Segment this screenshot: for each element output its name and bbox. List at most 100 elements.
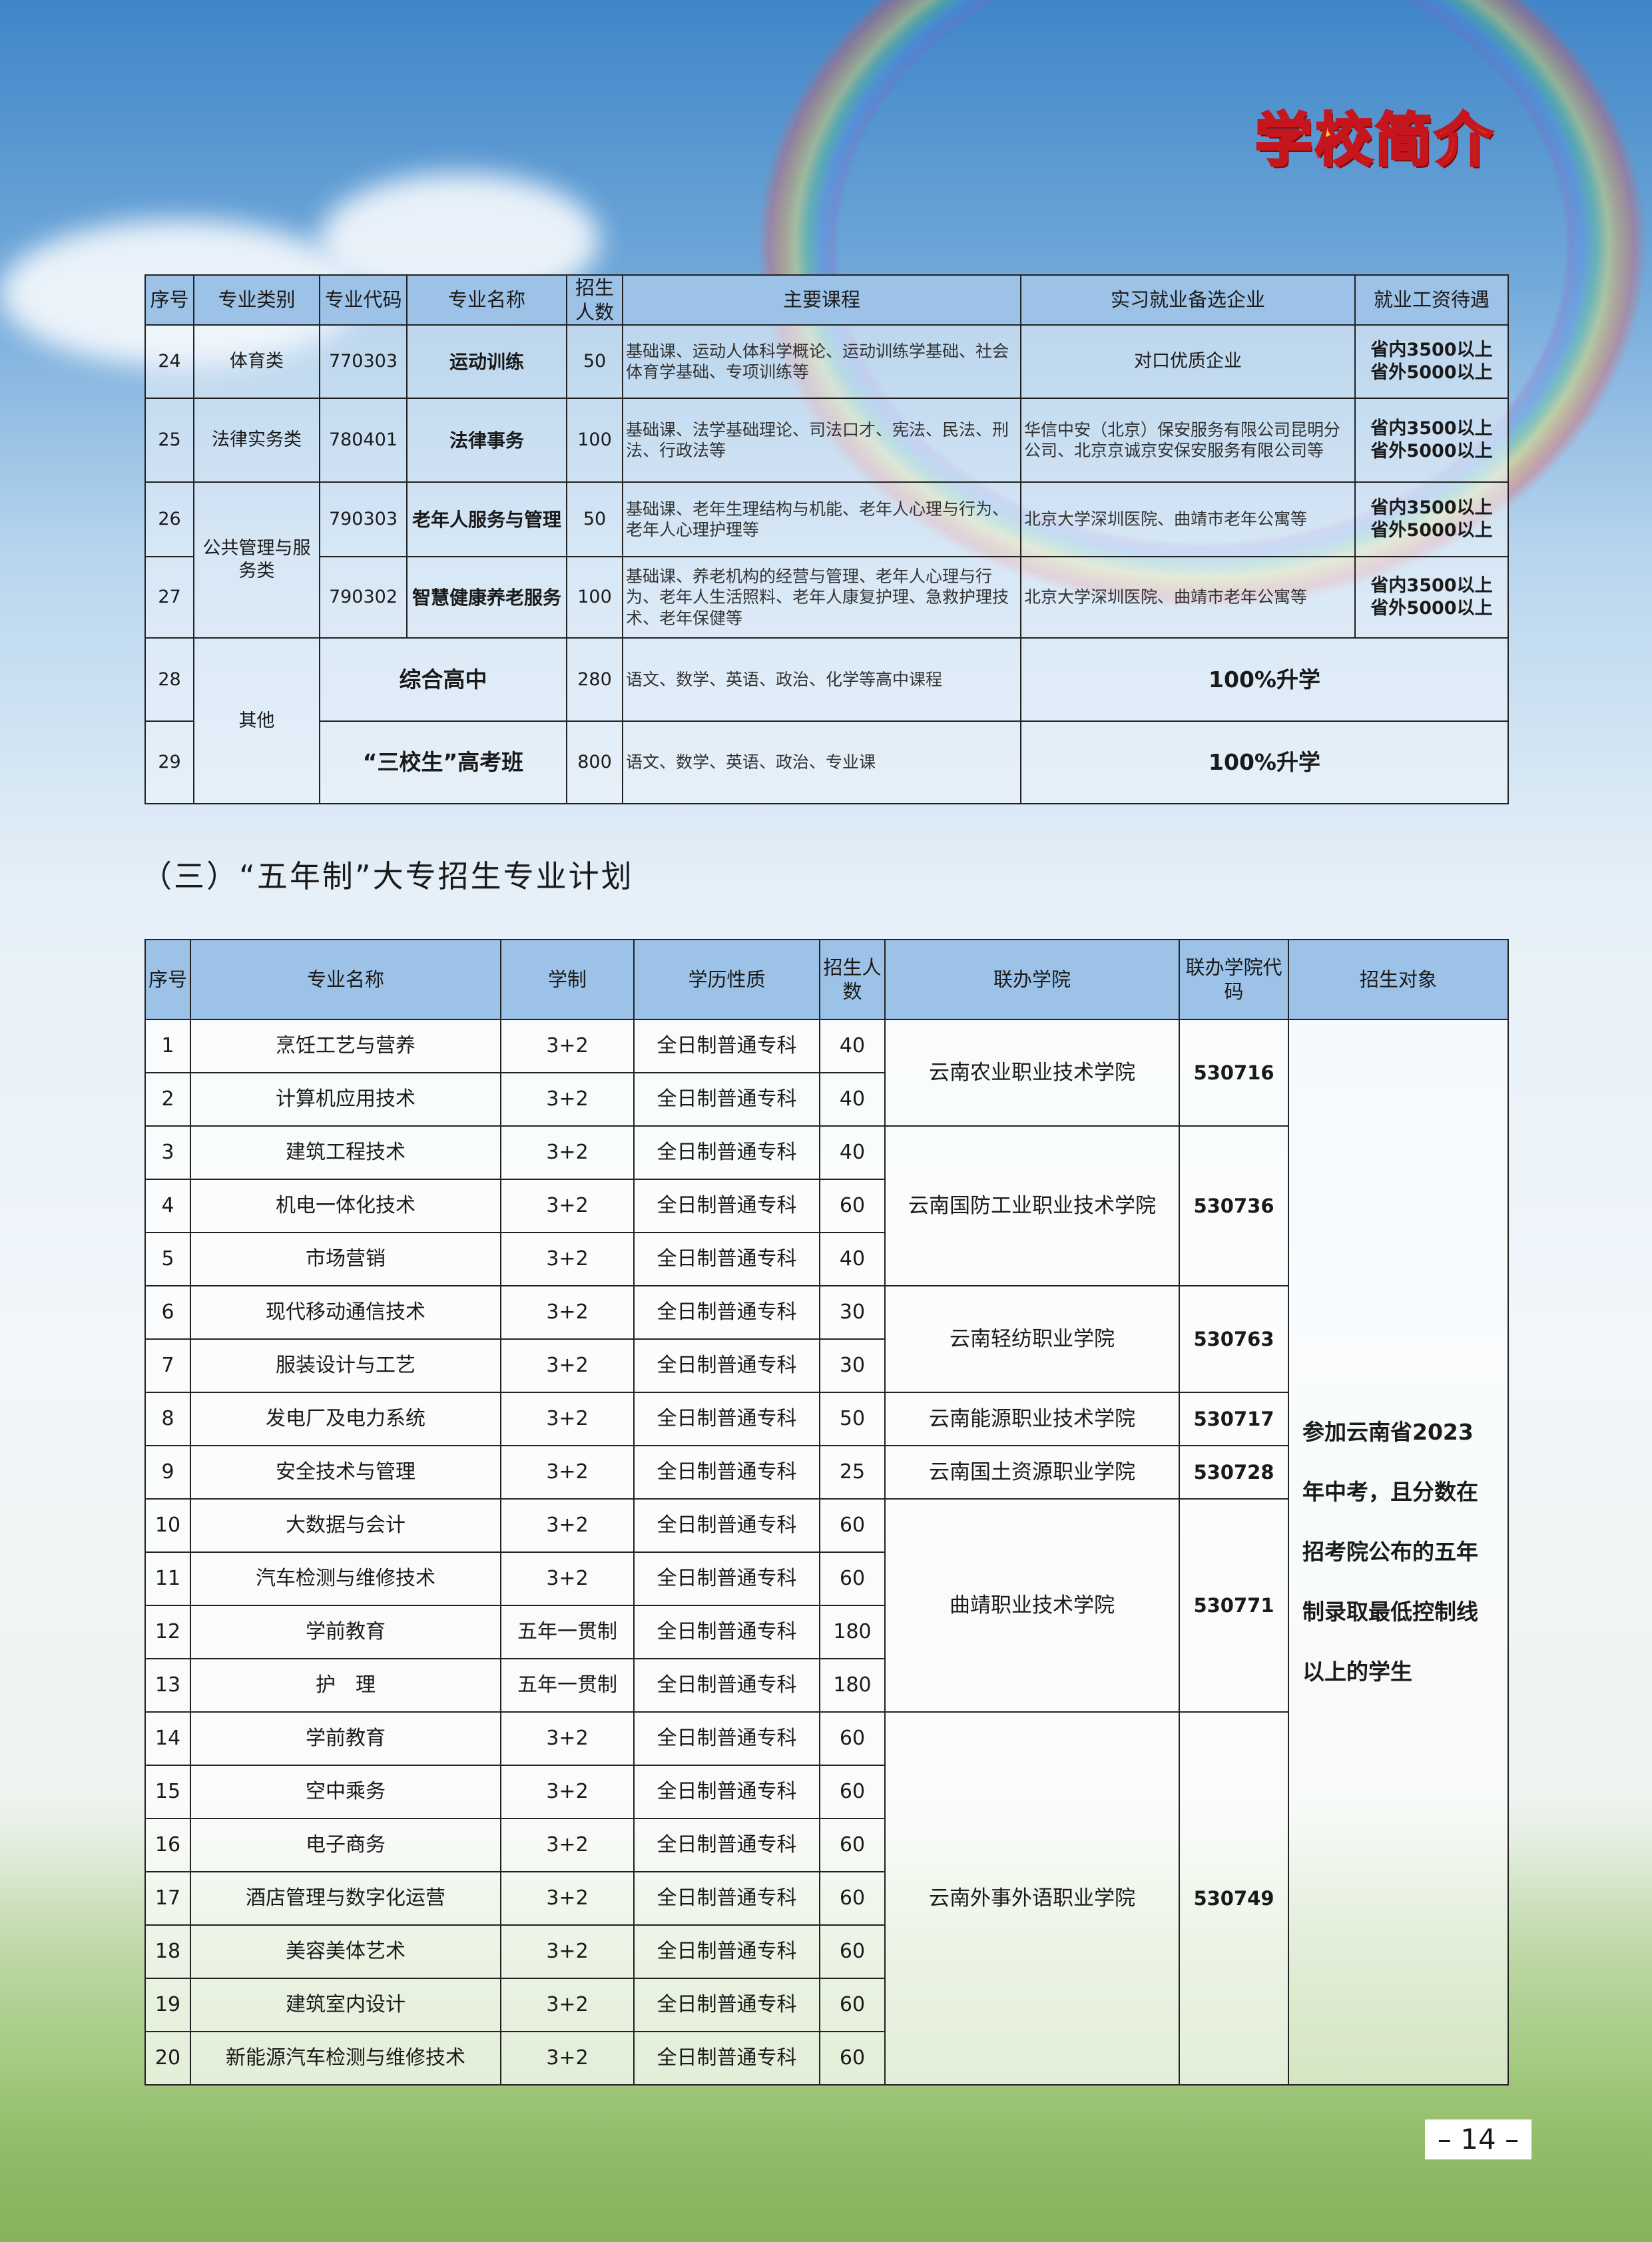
row-number: 25 xyxy=(144,398,194,483)
major-name-cell: 烹饪工艺与营养 xyxy=(190,1019,501,1073)
major-name-cell: “三校生”高考班 xyxy=(319,720,567,804)
enrollment-cell: 60 xyxy=(819,1711,886,1766)
table-row: 18 美容美体艺术 3+2 全日制普通专科 60 xyxy=(144,1924,1508,1979)
courses-cell: 基础课、养老机构的经营与管理、老年人心理与行为、老年人生活照料、老年人康复护理、… xyxy=(622,556,1021,639)
companies-cell: 对口优质企业 xyxy=(1020,324,1356,399)
enrollment-cell: 50 xyxy=(566,324,623,399)
table-row: 19 建筑室内设计 3+2 全日制普通专科 60 xyxy=(144,1978,1508,2032)
education-type-cell: 全日制普通专科 xyxy=(633,1765,820,1819)
study-system-cell: 3+2 xyxy=(500,1125,635,1180)
enrollment-cell: 60 xyxy=(819,1765,886,1819)
outcome-cell: 100%升学 xyxy=(1020,637,1509,722)
column-header: 招生人数 xyxy=(819,939,886,1020)
major-table-continued: 序号 专业类别 专业代码 专业名称 招生人数 主要课程 实习就业备选企业 就业工资待遇 24 体… xyxy=(144,274,1509,804)
companies-cell: 北京大学深圳医院、曲靖市老年公寓等 xyxy=(1020,481,1356,557)
table-row: 25 法律实务类 780401 法律事务 100 基础课、法学基础理论、司法口才、宪法、民… xyxy=(144,398,1509,483)
major-name-cell: 建筑室内设计 xyxy=(190,1978,501,2032)
education-type-cell: 全日制普通专科 xyxy=(633,1818,820,1872)
education-type-cell: 全日制普通专科 xyxy=(633,1445,820,1500)
table-row: 29 “三校生”高考班 800 语文、数学、英语、政治、专业课 100%升学 xyxy=(144,720,1509,804)
education-type-cell: 全日制普通专科 xyxy=(633,1605,820,1659)
row-number: 9 xyxy=(144,1445,191,1500)
table-row: 8 发电厂及电力系统 3+2 全日制普通专科 50 云南能源职业技术学院 530717 xyxy=(144,1392,1508,1446)
study-system-cell: 3+2 xyxy=(500,1765,635,1819)
enrollment-cell: 60 xyxy=(819,1818,886,1872)
study-system-cell: 3+2 xyxy=(500,1392,635,1446)
major-name-cell: 新能源汽车检测与维修技术 xyxy=(190,2031,501,2086)
row-number: 26 xyxy=(144,481,194,557)
table-row: 26 公共管理与服务类 790303 老年人服务与管理 50 基础课、老年生理结构与机能、… xyxy=(144,481,1509,639)
table-row: 7 服装设计与工艺 3+2 全日制普通专科 30 xyxy=(144,1338,1508,1393)
category-cell: 法律实务类 xyxy=(193,398,320,483)
table-row: 10 大数据与会计 3+2 全日制普通专科 60 曲靖职业技术学院 530771 xyxy=(144,1498,1508,1713)
education-type-cell: 全日制普通专科 xyxy=(633,1019,820,1073)
table-row: 1 烹饪工艺与营养 3+2 全日制普通专科 40 云南农业职业技术学院 530716 参加云南… xyxy=(144,1019,1509,2086)
table-row: 13 护 理五年一贯制 全日制普通专科 180 xyxy=(144,1658,1508,1713)
section-title: （三）“五年制”大专招生专业计划 xyxy=(141,858,634,894)
major-code-cell: 770303 xyxy=(319,324,408,399)
row-number: 2 xyxy=(144,1072,191,1127)
column-header: 学历性质 xyxy=(633,939,820,1020)
major-code-cell: 790303 xyxy=(319,481,408,557)
page-header-title: 学校简介 xyxy=(1254,106,1495,175)
row-number: 27 xyxy=(144,556,194,639)
companies-cell: 华信中安（北京）保安服务有限公司昆明分公司、北京京诚京安保安服务有限公司等 xyxy=(1020,398,1356,483)
table-row: 27 790302 智慧健康养老服务 100 基础课、养老机构的经营与管理、老年人心理与… xyxy=(144,556,1509,639)
study-system-cell: 3+2 xyxy=(500,2031,635,2086)
enrollment-cell: 40 xyxy=(819,1125,886,1180)
companies-cell: 北京大学深圳医院、曲靖市老年公寓等 xyxy=(1020,556,1356,639)
table-row: 12 学前教育 五年一贯制 全日制普通专科 180 xyxy=(144,1605,1508,1659)
column-header: 联办学院 xyxy=(884,939,1180,1020)
major-name-cell: 老年人服务与管理 xyxy=(406,481,567,557)
table-row: 6 现代移动通信技术 3+2 全日制普通专科 30 云南轻纺职业学院 530763 xyxy=(144,1285,1508,1393)
row-number: 19 xyxy=(144,1978,191,2032)
college-code-cell: 530763 xyxy=(1179,1285,1289,1393)
major-name-cell: 运动训练 xyxy=(406,324,567,399)
row-number: 16 xyxy=(144,1818,191,1872)
study-system-cell: 3+2 xyxy=(500,1924,635,1979)
column-header: 专业名称 xyxy=(406,274,567,326)
study-system-cell: 五年一贯制 xyxy=(500,1658,635,1713)
row-number: 13 xyxy=(144,1658,191,1713)
table-row: 24 体育类 770303 运动训练 50 基础课、运动人体科学概论、运动训练学基础、社会… xyxy=(144,324,1509,399)
study-system-cell: 3+2 xyxy=(500,1551,635,1606)
enrollment-cell: 40 xyxy=(819,1232,886,1286)
column-header: 就业工资待遇 xyxy=(1354,274,1509,326)
education-type-cell: 全日制普通专科 xyxy=(633,1498,820,1553)
college-code-cell: 530771 xyxy=(1179,1498,1289,1713)
enrollment-cell: 180 xyxy=(819,1605,886,1659)
study-system-cell: 五年一贯制 xyxy=(500,1605,635,1659)
table-row: 17 酒店管理与数字化运营 3+2 全日制普通专科 60 xyxy=(144,1871,1508,1926)
salary-cell: 省内3500以上 省外5000以上 xyxy=(1354,324,1509,399)
major-name-cell: 护 理 xyxy=(190,1658,501,1713)
column-header: 专业名称 xyxy=(190,939,501,1020)
study-system-cell: 3+2 xyxy=(500,1978,635,2032)
table-row: 11 汽车检测与维修技术 3+2 全日制普通专科 60 xyxy=(144,1551,1508,1606)
row-number: 3 xyxy=(144,1125,191,1180)
enrollment-cell: 30 xyxy=(819,1338,886,1393)
college-code-cell: 530717 xyxy=(1179,1392,1289,1446)
study-system-cell: 3+2 xyxy=(500,1072,635,1127)
major-name-cell: 建筑工程技术 xyxy=(190,1125,501,1180)
major-name-cell: 空中乘务 xyxy=(190,1765,501,1819)
major-name-cell: 电子商务 xyxy=(190,1818,501,1872)
college-code-cell: 530716 xyxy=(1179,1019,1289,1127)
study-system-cell: 3+2 xyxy=(500,1285,635,1340)
college-name-cell: 云南能源职业技术学院 xyxy=(884,1392,1180,1446)
study-system-cell: 3+2 xyxy=(500,1871,635,1926)
row-number: 29 xyxy=(144,720,194,804)
five-year-plan-table: 序号 专业名称 学制 学历性质 招生人数 联办学院 联办学院代码 招生对象 1 烹饪工艺与营养 3… xyxy=(144,939,1509,2086)
study-system-cell: 3+2 xyxy=(500,1338,635,1393)
enrollment-cell: 100 xyxy=(566,398,623,483)
courses-cell: 基础课、老年生理结构与机能、老年人心理与行为、老年人心理护理等 xyxy=(622,481,1021,557)
courses-cell: 语文、数学、英语、政治、专业课 xyxy=(622,720,1021,804)
enrollment-cell: 50 xyxy=(819,1392,886,1446)
major-name-cell: 安全技术与管理 xyxy=(190,1445,501,1500)
college-name-cell: 云南国防工业职业技术学院 xyxy=(884,1125,1180,1286)
major-name-cell: 大数据与会计 xyxy=(190,1498,501,1553)
major-name-cell: 服装设计与工艺 xyxy=(190,1338,501,1393)
college-name-cell: 云南轻纺职业学院 xyxy=(884,1285,1180,1393)
page-number: – 14 – xyxy=(1425,2119,1531,2159)
table-row: 20 新能源汽车检测与维修技术 3+2 全日制普通专科 60 xyxy=(144,2031,1508,2086)
education-type-cell: 全日制普通专科 xyxy=(633,1978,820,2032)
